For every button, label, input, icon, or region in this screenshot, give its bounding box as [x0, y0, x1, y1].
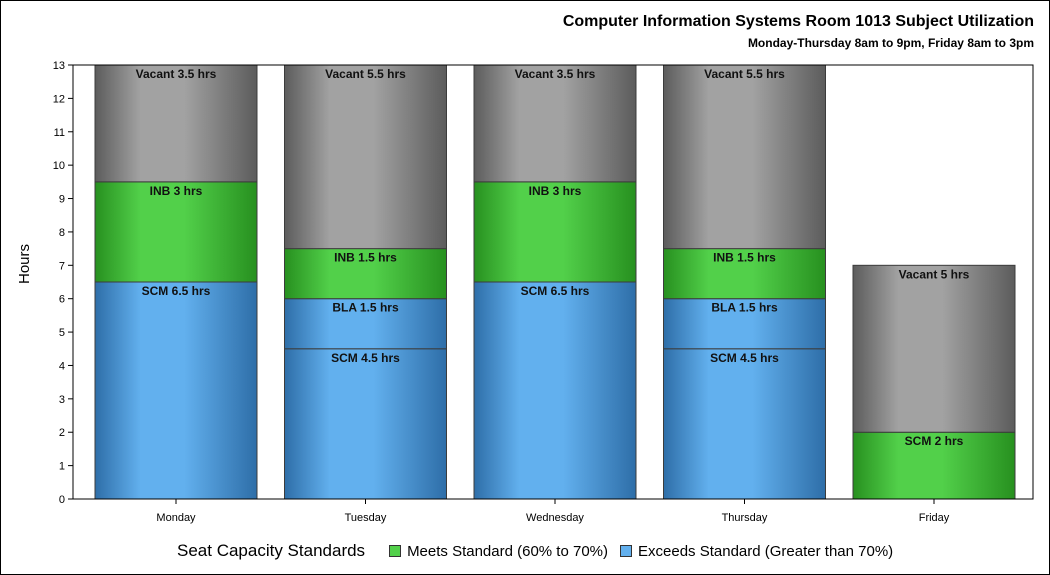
- y-tick-label: 5: [59, 327, 65, 339]
- x-tick-label: Friday: [919, 512, 950, 524]
- plot-border: [72, 64, 1034, 500]
- bar-segment: [284, 298, 447, 350]
- y-tick-label: 7: [59, 260, 65, 272]
- bar-segment-label: SCM 4.5 hrs: [710, 351, 779, 365]
- bar-segment-label: INB 3 hrs: [150, 184, 203, 198]
- y-tick-label: 9: [59, 194, 65, 206]
- chart-subtitle: Monday-Thursday 8am to 9pm, Friday 8am t…: [747, 36, 1034, 50]
- bar-segment: [473, 281, 637, 500]
- bar-segment: [94, 181, 258, 283]
- bar-segment-label: Vacant 5.5 hrs: [704, 67, 785, 81]
- bar-segment: [284, 64, 447, 250]
- bar-segment-label: SCM 6.5 hrs: [142, 284, 211, 298]
- y-tick-label: 11: [54, 127, 65, 139]
- chart-title: Computer Information Systems Room 1013 S…: [562, 13, 1034, 30]
- bar-segment-label: Vacant 5.5 hrs: [325, 67, 406, 81]
- y-tick-label: 2: [59, 427, 65, 439]
- bar-segment: [284, 348, 447, 500]
- legend-swatch-meets: [389, 545, 402, 557]
- bar-segment: [852, 264, 1016, 433]
- x-tick-label: Thursday: [722, 512, 768, 524]
- legend-title: Seat Capacity Standards: [177, 541, 366, 560]
- x-tick-label: Wednesday: [526, 512, 584, 524]
- y-tick-label: 8: [59, 227, 65, 239]
- bar-segment-label: Vacant 3.5 hrs: [515, 67, 596, 81]
- legend-label-meets: Meets Standard (60% to 70%): [407, 542, 609, 560]
- bar-segment-label: Vacant 3.5 hrs: [136, 67, 217, 81]
- legend-label-exceeds: Exceeds Standard (Greater than 70%): [638, 542, 894, 560]
- x-tick-label: Monday: [156, 512, 196, 524]
- bar-segment-label: SCM 6.5 hrs: [521, 284, 590, 298]
- y-tick-label: 4: [59, 360, 65, 372]
- y-tick-label: 10: [53, 160, 65, 172]
- bar-segment: [663, 64, 826, 250]
- y-tick-label: 0: [59, 494, 65, 506]
- bar-segment: [473, 64, 637, 183]
- bar-segment-label: BLA 1.5 hrs: [711, 301, 778, 315]
- legend-item-exceeds: Exceeds Standard (Greater than 70%): [620, 543, 893, 560]
- bar-segment-label: BLA 1.5 hrs: [332, 301, 399, 315]
- y-tick-label: 12: [53, 93, 65, 105]
- y-tick-label: 6: [59, 294, 65, 306]
- x-tick-label: Tuesday: [345, 512, 387, 524]
- legend-item-meets: Meets Standard (60% to 70%): [389, 543, 608, 560]
- y-tick-label: 13: [53, 60, 65, 72]
- legend: Seat Capacity Standards Meets Standard (…: [177, 541, 905, 561]
- bar-segment: [663, 348, 826, 500]
- bar-segment: [94, 64, 258, 183]
- y-tick-label: 1: [59, 461, 65, 473]
- bar-segment-label: INB 3 hrs: [529, 184, 582, 198]
- legend-swatch-exceeds: [620, 545, 633, 557]
- bar-segment-label: SCM 2 hrs: [905, 434, 964, 448]
- bar-segment-label: INB 1.5 hrs: [334, 251, 397, 265]
- bar-segment: [663, 248, 826, 300]
- y-tick-label: 3: [59, 394, 65, 406]
- bar-segment: [94, 281, 258, 500]
- bar-segment-label: SCM 4.5 hrs: [331, 351, 400, 365]
- bar-segment-label: INB 1.5 hrs: [713, 251, 776, 265]
- bar-segment-label: Vacant 5 hrs: [899, 267, 970, 281]
